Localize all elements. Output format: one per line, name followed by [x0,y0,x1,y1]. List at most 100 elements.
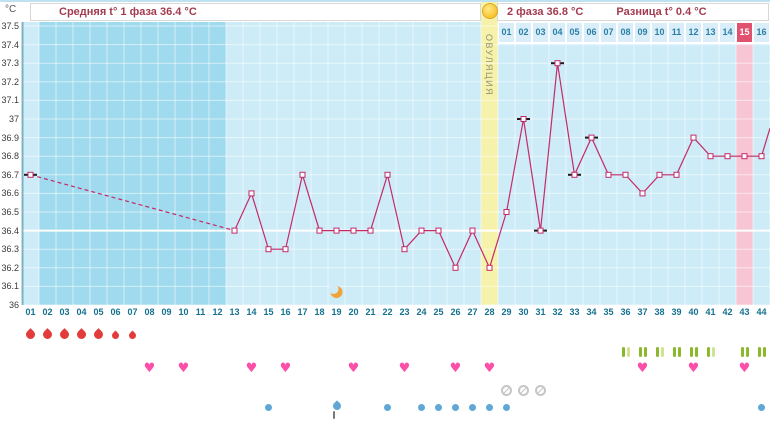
temp-point-day-28[interactable] [486,264,493,271]
y-axis-label: 36.6 [1,188,19,199]
day-number[interactable]: 16 [280,307,291,317]
day-number[interactable]: 25 [433,307,444,317]
day-number[interactable]: 04 [76,307,87,317]
day-number[interactable]: 39 [671,307,682,317]
temp-point-day-43[interactable] [741,153,748,160]
discharge-icon [758,404,765,411]
temp-point-day-24[interactable] [418,227,425,234]
temp-point-day-22[interactable] [384,171,391,178]
day-number[interactable]: 27 [467,307,478,317]
temp-point-day-29[interactable] [503,209,510,215]
day-number[interactable]: 23 [399,307,410,317]
day-number[interactable]: 07 [127,307,138,317]
measured-day-column [362,22,379,305]
day-number[interactable]: 05 [93,307,104,317]
ovulation-test-icon [638,347,647,357]
phase2-day-cell: 09 [634,22,651,43]
day-number[interactable]: 13 [229,307,240,317]
day-number[interactable]: 08 [144,307,155,317]
day-number[interactable]: 38 [654,307,665,317]
temp-point-day-35[interactable] [605,171,612,178]
day-number[interactable]: 02 [42,307,53,317]
day-number[interactable]: 06 [110,307,121,317]
day-number[interactable]: 24 [416,307,427,317]
menstruation-icon [92,328,105,341]
day-number[interactable]: 09 [161,307,172,317]
day-number[interactable]: 22 [382,307,393,317]
phase1-average-label: Средняя t° 1 фаза 36.4 °C [59,6,197,18]
temp-point-day-38[interactable] [656,171,663,178]
temp-point-day-33[interactable] [571,171,578,178]
temp-point-day-31[interactable] [537,227,544,234]
day-number[interactable]: 41 [705,307,716,317]
day-number[interactable]: 33 [569,307,580,317]
day-number[interactable]: 36 [620,307,631,317]
temp-point-day-19[interactable] [333,227,340,234]
temp-point-day-16[interactable] [282,246,289,253]
day-number[interactable]: 03 [59,307,70,317]
day-number[interactable]: 37 [637,307,648,317]
day-number[interactable]: 17 [297,307,308,317]
day-number[interactable]: 29 [501,307,512,317]
temp-point-day-13[interactable] [231,227,238,234]
day-number[interactable]: 40 [688,307,699,317]
ovulation-test-icon [706,347,715,357]
temp-point-day-32[interactable] [554,60,561,67]
day-number[interactable]: 44 [756,307,767,317]
day-number[interactable]: 12 [212,307,223,317]
day-number[interactable]: 28 [484,307,495,317]
measured-day-column [413,22,430,305]
temp-point-day-42[interactable] [724,153,731,160]
day-number[interactable]: 20 [348,307,359,317]
day-number[interactable]: 18 [314,307,325,317]
intercourse-icon: ♥ [177,361,190,376]
temp-point-day-23[interactable] [401,246,408,253]
temp-point-day-25[interactable] [435,227,442,234]
temp-point-day-14[interactable] [248,190,255,197]
discharge-icon [418,404,425,411]
day-number[interactable]: 14 [246,307,257,317]
day-number[interactable]: 43 [739,307,750,317]
temp-point-day-21[interactable] [367,227,374,234]
temp-point-day-41[interactable] [707,153,714,160]
day-number[interactable]: 19 [331,307,342,317]
y-axis-label: 36.8 [1,151,19,162]
temp-point-day-37[interactable] [639,190,646,197]
y-axis-label: 37.5 [1,21,19,31]
discharge-icon [486,404,493,411]
day-number[interactable]: 21 [365,307,376,317]
day-number[interactable]: 30 [518,307,529,317]
no-data-icon [535,385,546,396]
temp-point-day-34[interactable] [588,134,595,141]
phase2-day-cell: 07 [600,22,617,43]
day-number[interactable]: 10 [178,307,189,317]
temp-point-day-18[interactable] [316,227,323,234]
measured-day-column [379,22,396,305]
day-number[interactable]: 32 [552,307,563,317]
temp-point-day-27[interactable] [469,227,476,234]
day-number[interactable]: 26 [450,307,461,317]
temp-point-day-17[interactable] [299,171,306,178]
temp-point-day-40[interactable] [690,134,697,141]
intercourse-icon: ♥ [687,361,700,376]
day-number[interactable]: 35 [603,307,614,317]
no-data-icon [518,385,529,396]
temp-point-day-26[interactable] [452,264,459,271]
temp-point-day-1[interactable] [27,171,34,178]
day-number[interactable]: 42 [722,307,733,317]
day-number[interactable]: 34 [586,307,597,317]
day-number[interactable]: 15 [263,307,274,317]
temp-point-day-39[interactable] [673,171,680,178]
temp-point-day-36[interactable] [622,171,629,178]
temp-point-day-20[interactable] [350,227,357,234]
moon-icon [328,284,343,298]
day-number[interactable]: 01 [25,307,36,317]
day-number[interactable]: 11 [195,307,206,317]
menstruation-icon [110,330,121,341]
temp-point-day-30[interactable] [520,116,527,122]
day-number[interactable]: 31 [535,307,546,317]
temp-point-day-44[interactable] [758,153,765,160]
temp-point-day-15[interactable] [265,246,272,253]
